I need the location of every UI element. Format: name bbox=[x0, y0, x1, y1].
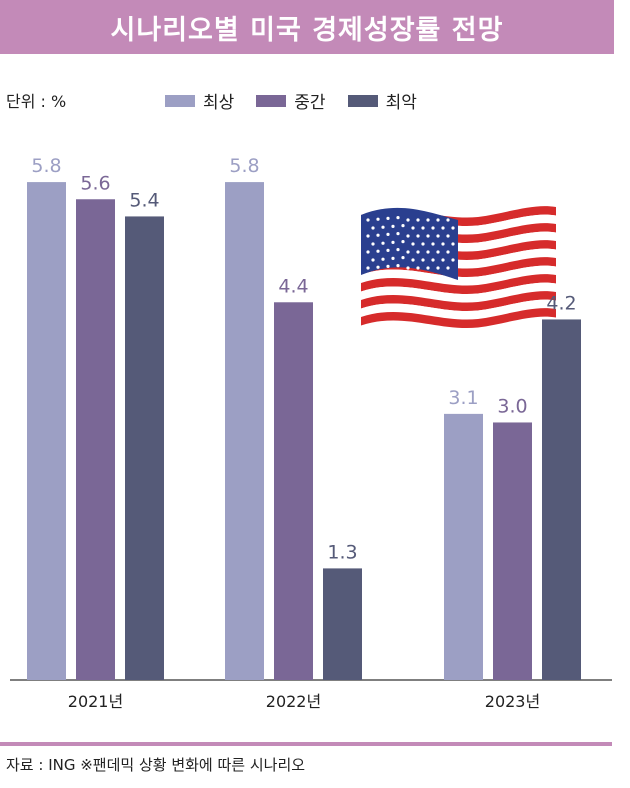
bar-worst-0 bbox=[125, 216, 164, 680]
value-label-best-2: 3.1 bbox=[448, 387, 478, 409]
legend-item-best: 최상 bbox=[165, 88, 234, 113]
x-tick-label-1: 2022년 bbox=[266, 692, 321, 711]
value-label-worst-2: 4.2 bbox=[546, 292, 576, 314]
bar-best-0 bbox=[27, 182, 66, 681]
bar-mid-1 bbox=[274, 302, 313, 680]
value-label-worst-0: 5.4 bbox=[129, 189, 159, 211]
legend-swatch-best bbox=[165, 94, 195, 107]
value-label-mid-0: 5.6 bbox=[80, 172, 110, 194]
x-tick-label-2: 2023년 bbox=[485, 692, 540, 711]
bar-mid-2 bbox=[493, 422, 532, 680]
value-label-mid-1: 4.4 bbox=[278, 275, 308, 297]
legend-label-best: 최상 bbox=[203, 93, 235, 113]
legend-label-mid: 중간 bbox=[294, 93, 326, 113]
source-note: 자료 : ING ※팬데믹 상황 변화에 따른 시나리오 bbox=[6, 756, 306, 774]
bar-worst-1 bbox=[323, 568, 362, 680]
value-label-best-1: 5.8 bbox=[229, 155, 259, 177]
legend-swatch-mid bbox=[256, 94, 287, 107]
x-tick-label-0: 2021년 bbox=[68, 692, 123, 711]
chart-title: 시나리오별 미국 경제성장률 전망 bbox=[0, 0, 614, 54]
bar-mid-0 bbox=[76, 199, 115, 680]
legend-item-worst: 최악 bbox=[347, 88, 417, 113]
legend-swatch-worst bbox=[347, 94, 378, 107]
value-label-worst-1: 1.3 bbox=[327, 541, 357, 563]
value-label-best-0: 5.8 bbox=[31, 155, 61, 177]
legend-item-mid: 중간 bbox=[256, 88, 326, 113]
legend: 최상 중간 최악 bbox=[165, 88, 439, 113]
bar-chart: 5.8 5.6 5.4 5.8 4.4 1.3 3.1 3.0 4.2 2021년 2022년 20… bbox=[10, 155, 612, 711]
bar-best-1 bbox=[225, 182, 264, 681]
value-label-mid-2: 3.0 bbox=[497, 395, 527, 417]
bar-best-2 bbox=[444, 413, 483, 680]
unit-label: 단위 : % bbox=[6, 92, 67, 111]
footer-rule bbox=[0, 742, 612, 746]
us-flag-icon bbox=[361, 206, 556, 329]
legend-label-worst: 최악 bbox=[385, 93, 417, 113]
bar-worst-2 bbox=[542, 319, 581, 680]
